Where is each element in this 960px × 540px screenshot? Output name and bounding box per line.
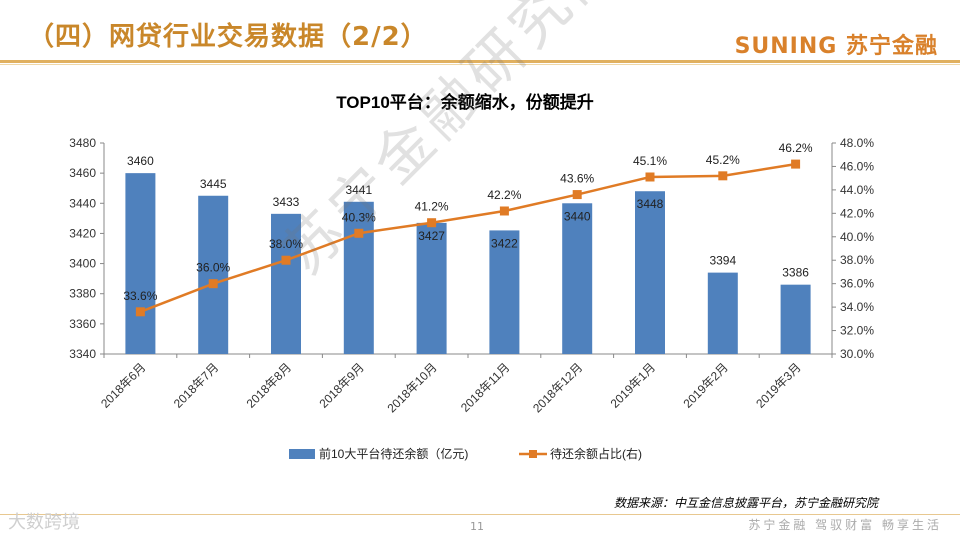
line-marker xyxy=(572,190,582,200)
bar-data-label: 3386 xyxy=(782,266,809,280)
bar-data-label: 3441 xyxy=(345,183,372,197)
legend-line-marker xyxy=(529,450,537,458)
right-tick-label: 46.0% xyxy=(840,159,874,173)
right-tick-label: 44.0% xyxy=(840,183,874,197)
brand-logo: SUNING 苏宁金融 xyxy=(734,34,938,59)
slide-title: （四）网贷行业交易数据（2/2） xyxy=(28,22,428,52)
line-marker xyxy=(499,206,509,216)
x-tick-label: 2018年8月 xyxy=(244,360,294,410)
bar xyxy=(707,272,738,354)
line-marker xyxy=(791,159,801,169)
bar xyxy=(198,195,229,354)
line-marker xyxy=(354,228,364,238)
bar xyxy=(562,203,593,354)
chart-title: TOP10平台：余额缩水，份额提升 xyxy=(336,92,594,112)
x-tick-label: 2018年6月 xyxy=(98,360,148,410)
left-tick-label: 3460 xyxy=(69,166,96,180)
left-tick-label: 3400 xyxy=(69,257,96,271)
left-tick-label: 3480 xyxy=(69,136,96,150)
line-data-label: 38.0% xyxy=(269,237,303,251)
bar xyxy=(416,222,447,354)
line-marker xyxy=(281,255,291,265)
line-data-label: 40.3% xyxy=(342,210,376,224)
x-tick-label: 2019年2月 xyxy=(680,360,730,410)
legend-bar-swatch xyxy=(289,449,315,459)
bar-data-label: 3460 xyxy=(127,154,154,168)
line-data-label: 43.6% xyxy=(560,172,594,186)
x-tick-label: 2019年1月 xyxy=(608,360,658,410)
line-marker xyxy=(645,172,655,182)
left-tick-label: 3340 xyxy=(69,347,96,361)
left-tick-label: 3360 xyxy=(69,317,96,331)
bar xyxy=(125,173,156,354)
bar-data-label: 3427 xyxy=(418,229,445,243)
bar xyxy=(780,284,811,354)
legend-bar-label: 前10大平台待还余额（亿元) xyxy=(319,446,468,461)
right-tick-label: 42.0% xyxy=(840,206,874,220)
bar xyxy=(635,191,665,354)
line-marker xyxy=(208,279,218,289)
bar-data-label: 3440 xyxy=(564,209,591,223)
x-tick-label: 2018年12月 xyxy=(530,360,585,415)
right-tick-label: 38.0% xyxy=(840,253,874,267)
x-tick-label: 2018年10月 xyxy=(385,360,440,415)
line-data-label: 41.2% xyxy=(415,200,449,214)
data-source-note: 数据来源：中互金信息披露平台，苏宁金融研究院 xyxy=(613,496,878,510)
footer-divider xyxy=(0,514,960,515)
left-tick-label: 3440 xyxy=(69,196,96,210)
share-line xyxy=(139,162,796,313)
bar-data-label: 3445 xyxy=(200,177,227,191)
page-number: 11 xyxy=(470,520,484,533)
bar-data-label: 3448 xyxy=(637,197,664,211)
line-data-label: 45.2% xyxy=(706,153,740,167)
bar xyxy=(271,213,301,354)
header-divider xyxy=(0,60,960,63)
right-tick-label: 34.0% xyxy=(840,300,874,314)
line-data-label: 33.6% xyxy=(123,289,157,303)
line-data-label: 45.1% xyxy=(633,154,667,168)
left-tick-label: 3380 xyxy=(69,287,96,301)
right-tick-label: 40.0% xyxy=(840,230,874,244)
bar xyxy=(489,230,520,354)
line-marker xyxy=(135,307,145,317)
line-data-label: 46.2% xyxy=(779,141,813,155)
left-tick-label: 3420 xyxy=(69,226,96,240)
footer-slogan: 苏宁金融 驾驭财富 畅享生活 xyxy=(748,518,942,532)
bar-data-label: 3433 xyxy=(273,195,300,209)
bar xyxy=(343,201,374,354)
line-marker xyxy=(427,218,437,228)
right-tick-label: 30.0% xyxy=(840,347,874,361)
line-marker xyxy=(718,171,728,181)
right-tick-label: 36.0% xyxy=(840,277,874,291)
bar-data-label: 3422 xyxy=(491,236,518,250)
watermark-logo: 大数跨境 xyxy=(8,512,80,533)
x-tick-label: 2018年9月 xyxy=(316,360,366,410)
x-tick-label: 2018年11月 xyxy=(458,360,513,415)
x-tick-label: 2018年7月 xyxy=(171,360,221,410)
x-tick-label: 2019年3月 xyxy=(753,360,803,410)
line-data-label: 36.0% xyxy=(196,261,230,275)
legend-line-label: 待还余额占比(右) xyxy=(550,446,642,461)
line-data-label: 42.2% xyxy=(487,188,521,202)
bar-data-label: 3394 xyxy=(709,254,736,268)
header-divider-thin xyxy=(0,64,960,65)
right-tick-label: 48.0% xyxy=(840,136,874,150)
right-tick-label: 32.0% xyxy=(840,324,874,338)
